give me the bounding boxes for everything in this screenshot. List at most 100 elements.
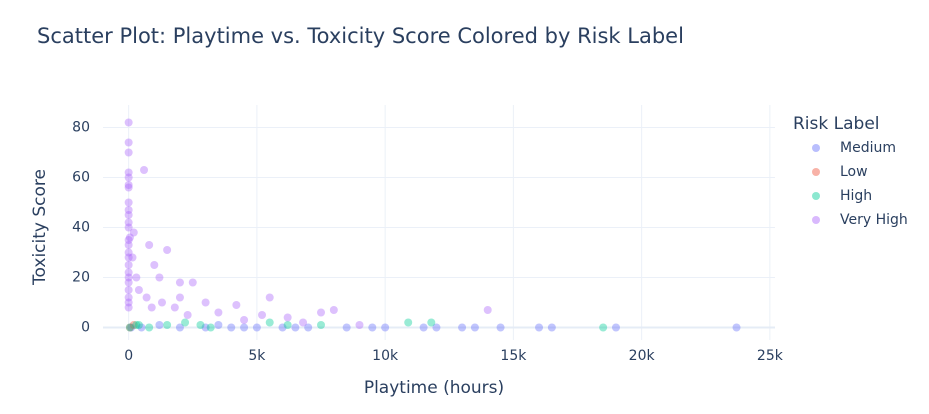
point bbox=[124, 183, 133, 192]
point bbox=[317, 308, 326, 317]
x-axis-title: Playtime (hours) bbox=[364, 378, 504, 398]
point bbox=[163, 246, 172, 254]
point bbox=[150, 261, 159, 269]
point bbox=[124, 268, 133, 277]
point bbox=[175, 323, 184, 332]
y-tick-label: 0 bbox=[81, 320, 90, 336]
x-tick-label: 15k bbox=[500, 348, 527, 364]
x-tick-label: 0 bbox=[124, 348, 133, 364]
point bbox=[128, 253, 137, 262]
point bbox=[258, 311, 267, 319]
point bbox=[355, 321, 364, 329]
point bbox=[124, 138, 133, 147]
point bbox=[132, 273, 141, 282]
point bbox=[304, 323, 313, 332]
y-tick-label: 80 bbox=[72, 120, 90, 136]
legend-label: Medium bbox=[840, 140, 896, 156]
point bbox=[265, 293, 274, 302]
point bbox=[142, 293, 151, 302]
point bbox=[124, 273, 133, 282]
point bbox=[170, 303, 179, 312]
point bbox=[124, 118, 133, 127]
point bbox=[124, 181, 133, 189]
point bbox=[124, 198, 133, 207]
point bbox=[317, 321, 326, 329]
point bbox=[599, 323, 608, 332]
point bbox=[201, 298, 210, 307]
point bbox=[252, 323, 261, 332]
point bbox=[155, 273, 164, 282]
x-tick-label: 10k bbox=[372, 348, 399, 364]
point bbox=[232, 301, 241, 309]
x-tick-label: 5k bbox=[248, 348, 266, 364]
legend-marker bbox=[812, 216, 820, 224]
y-tick-label: 20 bbox=[72, 270, 90, 286]
point bbox=[404, 318, 413, 327]
point bbox=[124, 173, 133, 182]
point bbox=[155, 321, 164, 329]
point bbox=[124, 261, 133, 269]
point bbox=[145, 323, 154, 332]
point bbox=[535, 323, 544, 332]
legend-marker bbox=[812, 192, 820, 200]
point bbox=[206, 323, 215, 332]
point bbox=[732, 323, 741, 332]
point bbox=[240, 323, 249, 332]
legend-label: Very High bbox=[840, 212, 908, 228]
legend-label: Low bbox=[840, 164, 868, 180]
x-tick-label: 20k bbox=[629, 348, 656, 364]
point bbox=[175, 293, 184, 302]
point bbox=[214, 308, 223, 317]
point bbox=[147, 303, 156, 312]
point bbox=[129, 321, 138, 329]
point bbox=[124, 168, 133, 177]
point bbox=[183, 311, 192, 319]
point bbox=[124, 286, 133, 294]
point bbox=[163, 321, 172, 329]
point bbox=[132, 321, 141, 329]
point bbox=[129, 228, 138, 237]
point bbox=[368, 323, 377, 332]
point bbox=[124, 206, 133, 214]
legend-marker bbox=[812, 168, 820, 176]
point bbox=[124, 248, 133, 257]
point bbox=[381, 323, 390, 332]
point bbox=[547, 323, 556, 332]
point bbox=[124, 148, 133, 157]
point bbox=[181, 318, 190, 327]
point bbox=[175, 278, 184, 287]
point bbox=[611, 323, 620, 332]
legend-title: Risk Label bbox=[793, 114, 880, 134]
y-tick-label: 40 bbox=[72, 220, 90, 236]
y-tick-label: 60 bbox=[72, 170, 90, 186]
point bbox=[483, 306, 492, 314]
point bbox=[145, 241, 154, 249]
point bbox=[283, 321, 292, 329]
point bbox=[124, 241, 133, 249]
point bbox=[299, 318, 308, 327]
chart-title: Scatter Plot: Playtime vs. Toxicity Scor… bbox=[37, 24, 684, 48]
point bbox=[124, 218, 133, 227]
point bbox=[432, 323, 441, 332]
point bbox=[124, 223, 133, 232]
point bbox=[278, 323, 287, 332]
y-axis-title: Toxicity Score bbox=[30, 169, 50, 286]
point bbox=[201, 323, 210, 332]
point bbox=[124, 278, 133, 287]
point bbox=[470, 323, 479, 332]
point bbox=[196, 321, 205, 329]
point bbox=[124, 253, 133, 262]
point bbox=[124, 303, 133, 312]
point bbox=[124, 298, 133, 307]
point bbox=[458, 323, 467, 332]
point bbox=[419, 323, 428, 332]
point bbox=[188, 278, 197, 287]
point bbox=[227, 323, 236, 332]
point bbox=[125, 233, 134, 242]
point bbox=[265, 318, 274, 327]
x-tick-label: 25k bbox=[757, 348, 784, 364]
legend-marker bbox=[812, 144, 820, 152]
point bbox=[240, 316, 249, 324]
point bbox=[134, 286, 143, 294]
